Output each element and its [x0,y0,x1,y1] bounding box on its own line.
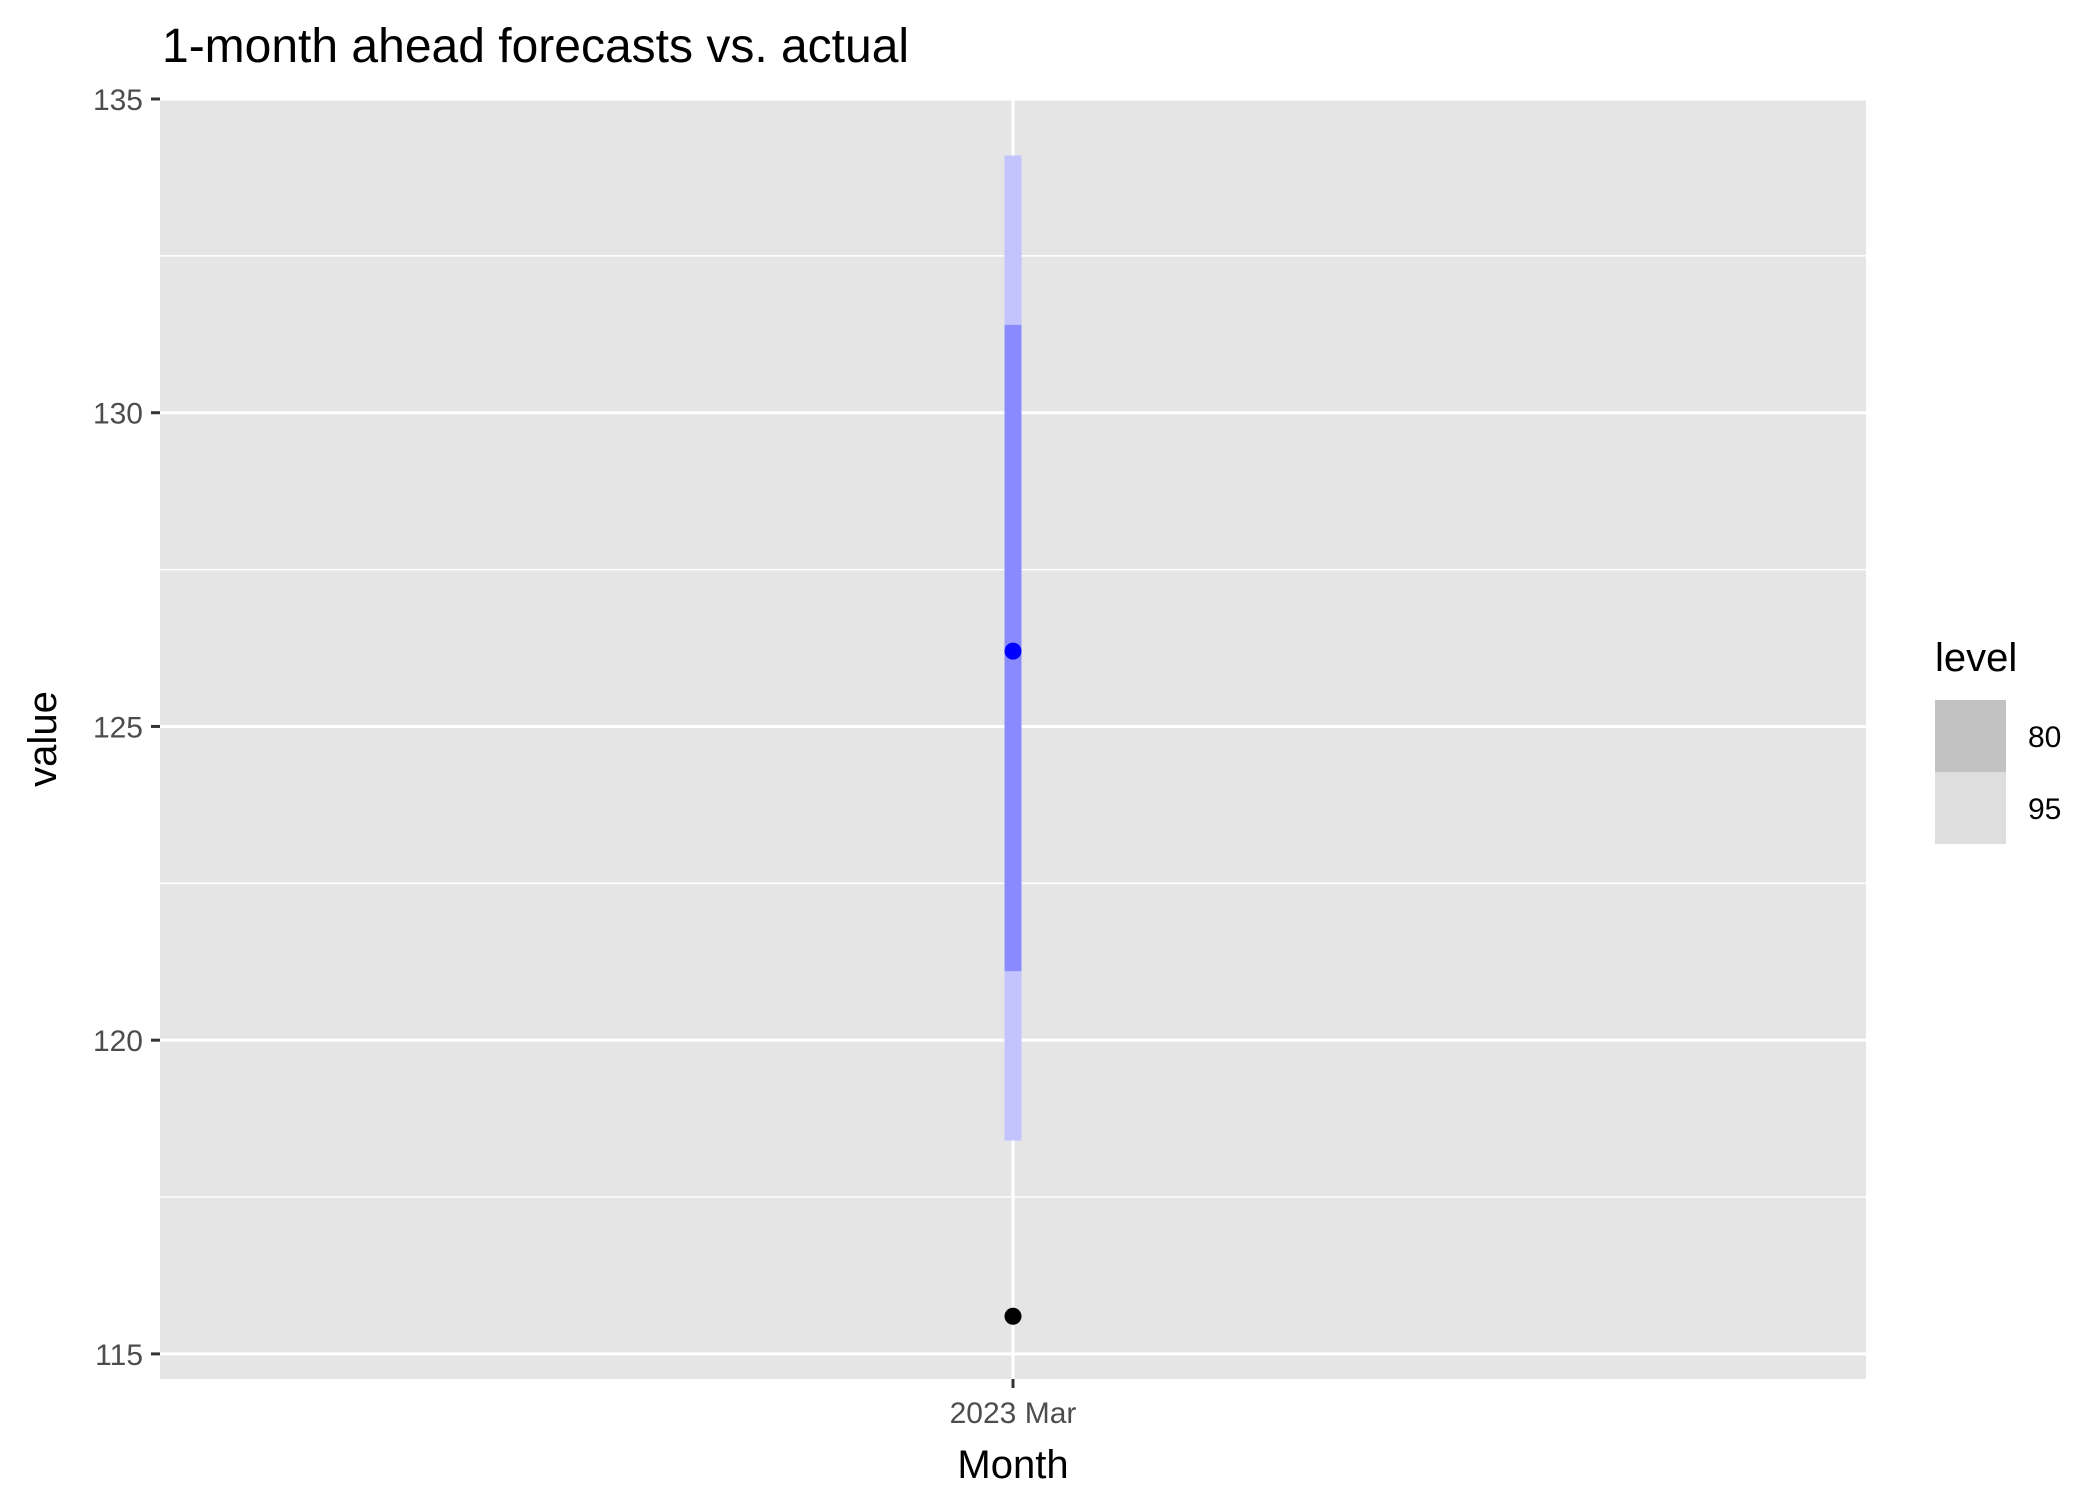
legend-key-80 [1935,700,2006,772]
y-axis-title: value [21,691,65,787]
data-marks [1004,155,1022,1325]
y-axis: 115 120 125 130 135 [93,84,160,1372]
y-tick-label: 115 [95,1339,143,1372]
y-tick-label: 135 [93,84,143,117]
legend: level 80 95 [1935,636,2061,844]
y-tick-label: 120 [93,1025,143,1058]
x-tick-label: 2023 Mar [950,1397,1077,1430]
actual-point [1004,1307,1022,1325]
forecast-point [1004,642,1022,660]
legend-key-95 [1935,772,2006,844]
legend-label-95: 95 [2028,793,2061,826]
x-axis-title: Month [957,1443,1068,1487]
chart-title: 1-month ahead forecasts vs. actual [162,20,909,73]
y-tick-label: 125 [93,711,143,744]
legend-label-80: 80 [2028,721,2061,754]
legend-title: level [1935,636,2017,680]
legend-items: 80 95 [1935,700,2061,844]
y-tick-label: 130 [93,398,143,431]
x-axis: 2023 Mar [950,1379,1077,1430]
